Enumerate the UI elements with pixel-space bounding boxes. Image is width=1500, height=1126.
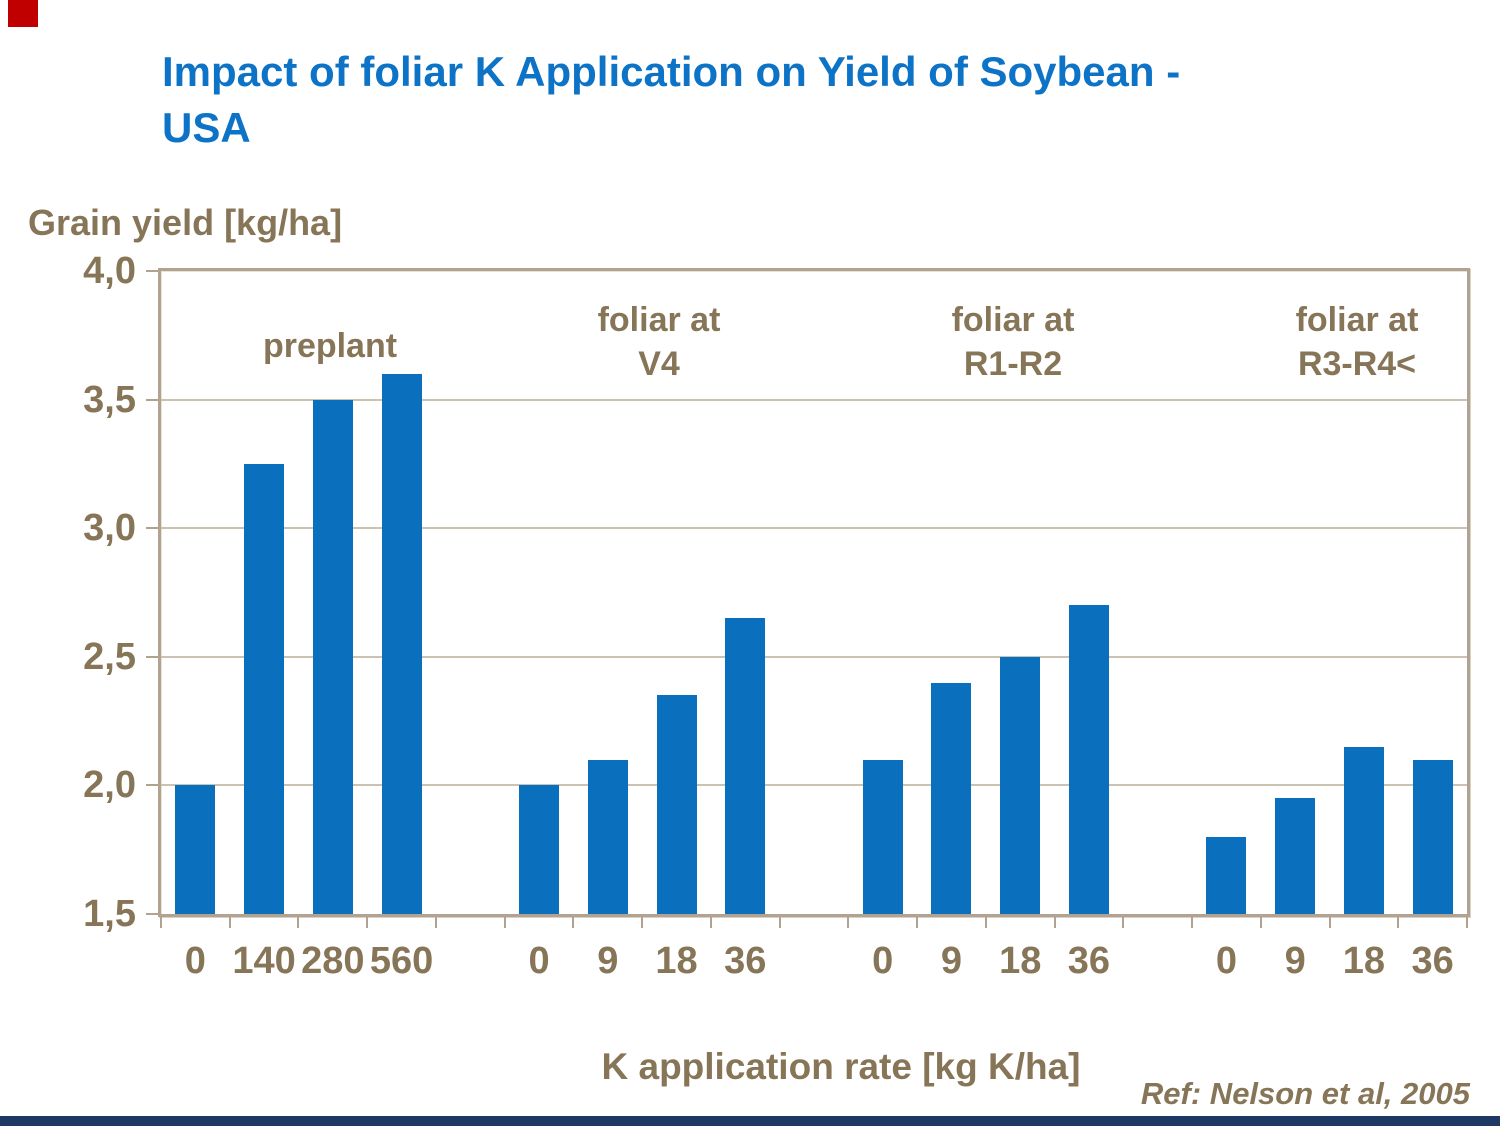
bar-0-1: [175, 785, 216, 914]
x-tick-mark: [916, 917, 919, 928]
x-tick-mark: [297, 917, 300, 928]
bar-36-3: [1068, 605, 1109, 914]
bar-280-1: [312, 399, 353, 914]
bar-36-4: [1412, 759, 1453, 914]
x-tick-mark: [228, 917, 231, 928]
x-tick-mark: [1122, 917, 1125, 928]
x-tick-mark: [1191, 917, 1194, 928]
x-category-label: 9: [940, 940, 963, 982]
x-tick-mark: [160, 917, 162, 928]
x-category-label: 36: [1411, 940, 1454, 982]
x-category-label: 36: [724, 940, 767, 982]
x-category-label: 560: [369, 940, 434, 982]
gridline: [161, 655, 1467, 658]
y-tick-mark: [146, 784, 158, 787]
bar-9-3: [931, 682, 972, 914]
x-tick-mark: [1397, 917, 1400, 928]
x-category-label: 9: [597, 940, 619, 982]
x-axis-title: K application rate [kg K/ha]: [601, 1046, 1081, 1087]
y-tick-label: 2,0: [83, 764, 136, 807]
bar-560-1: [381, 373, 422, 914]
bar-0-4: [1206, 836, 1247, 914]
x-category-label: 140: [232, 940, 296, 982]
group-label-line: R3-R4<: [1297, 345, 1417, 383]
y-tick-mark: [146, 913, 158, 915]
y-tick-label: 3,5: [83, 378, 136, 421]
y-tick-mark: [146, 398, 158, 401]
x-tick-mark: [503, 917, 506, 928]
gridline: [161, 784, 1467, 787]
chart-title: Impact of foliar K Application on Yield …: [162, 44, 1452, 156]
slide-footer-bar: [0, 1116, 1500, 1126]
bar-9-4: [1275, 798, 1316, 914]
y-tick-label: 4,0: [83, 250, 136, 292]
gridline: [161, 398, 1467, 401]
x-tick-mark: [1053, 917, 1056, 928]
x-tick-mark: [847, 917, 850, 928]
reference-citation: Ref: Nelson et al, 2005: [1140, 1076, 1470, 1111]
x-category-label: 280: [301, 940, 365, 982]
group-label-line: foliar at: [1295, 301, 1419, 339]
bar-18-3: [1000, 656, 1041, 914]
bar-140-1: [244, 463, 285, 914]
x-category-label: 0: [1215, 940, 1237, 982]
bar-0-3: [862, 759, 903, 914]
x-category-label: 0: [528, 940, 550, 982]
plot-area: [158, 268, 1470, 917]
x-tick-mark: [984, 917, 987, 928]
gridline: [161, 527, 1467, 530]
x-tick-mark: [778, 917, 781, 928]
x-category-label: 0: [872, 940, 894, 982]
y-tick-label: 3,0: [83, 507, 136, 550]
x-tick-mark: [1328, 917, 1331, 928]
group-label-1: preplant: [263, 324, 397, 368]
chart-title-line1: Impact of foliar K Application on Yield …: [162, 48, 1181, 95]
group-label-line: preplant: [262, 327, 398, 365]
bar-0-2: [519, 785, 560, 914]
x-category-label: 18: [999, 940, 1042, 982]
y-axis-title: Grain yield [kg/ha]: [28, 202, 343, 243]
group-label-line: V4: [638, 345, 680, 383]
x-category-label: 18: [1342, 940, 1386, 982]
x-category-label: 18: [655, 940, 698, 982]
y-tick-label: 1,5: [83, 893, 136, 935]
x-tick-mark: [709, 917, 712, 928]
group-label-line: R1-R2: [963, 345, 1063, 383]
x-tick-mark: [366, 917, 369, 928]
x-tick-mark: [641, 917, 644, 928]
x-tick-mark: [572, 917, 575, 928]
x-category-label: 9: [1284, 940, 1306, 982]
group-label-3: foliar at R1-R2: [952, 298, 1075, 386]
x-tick-mark: [434, 917, 437, 928]
y-tick-mark: [146, 655, 158, 658]
x-tick-mark: [1259, 917, 1262, 928]
bar-18-4: [1343, 746, 1384, 914]
x-category-label: 36: [1067, 940, 1111, 982]
x-category-label: 0: [184, 940, 206, 982]
chart-title-line2: USA: [162, 103, 251, 151]
group-label-2: foliar at V4: [598, 298, 721, 386]
y-tick-label: 2,5: [83, 635, 136, 678]
bar-9-2: [587, 759, 628, 914]
slide-corner-red-square: [8, 0, 38, 27]
x-tick-mark: [1466, 917, 1468, 928]
group-label-line: foliar at: [597, 301, 721, 339]
group-label-line: foliar at: [951, 301, 1075, 339]
group-label-4: foliar at R3-R4<: [1296, 298, 1419, 386]
y-tick-mark: [146, 270, 158, 272]
y-tick-mark: [146, 527, 158, 530]
bar-36-2: [725, 618, 766, 914]
bar-18-2: [656, 695, 697, 914]
